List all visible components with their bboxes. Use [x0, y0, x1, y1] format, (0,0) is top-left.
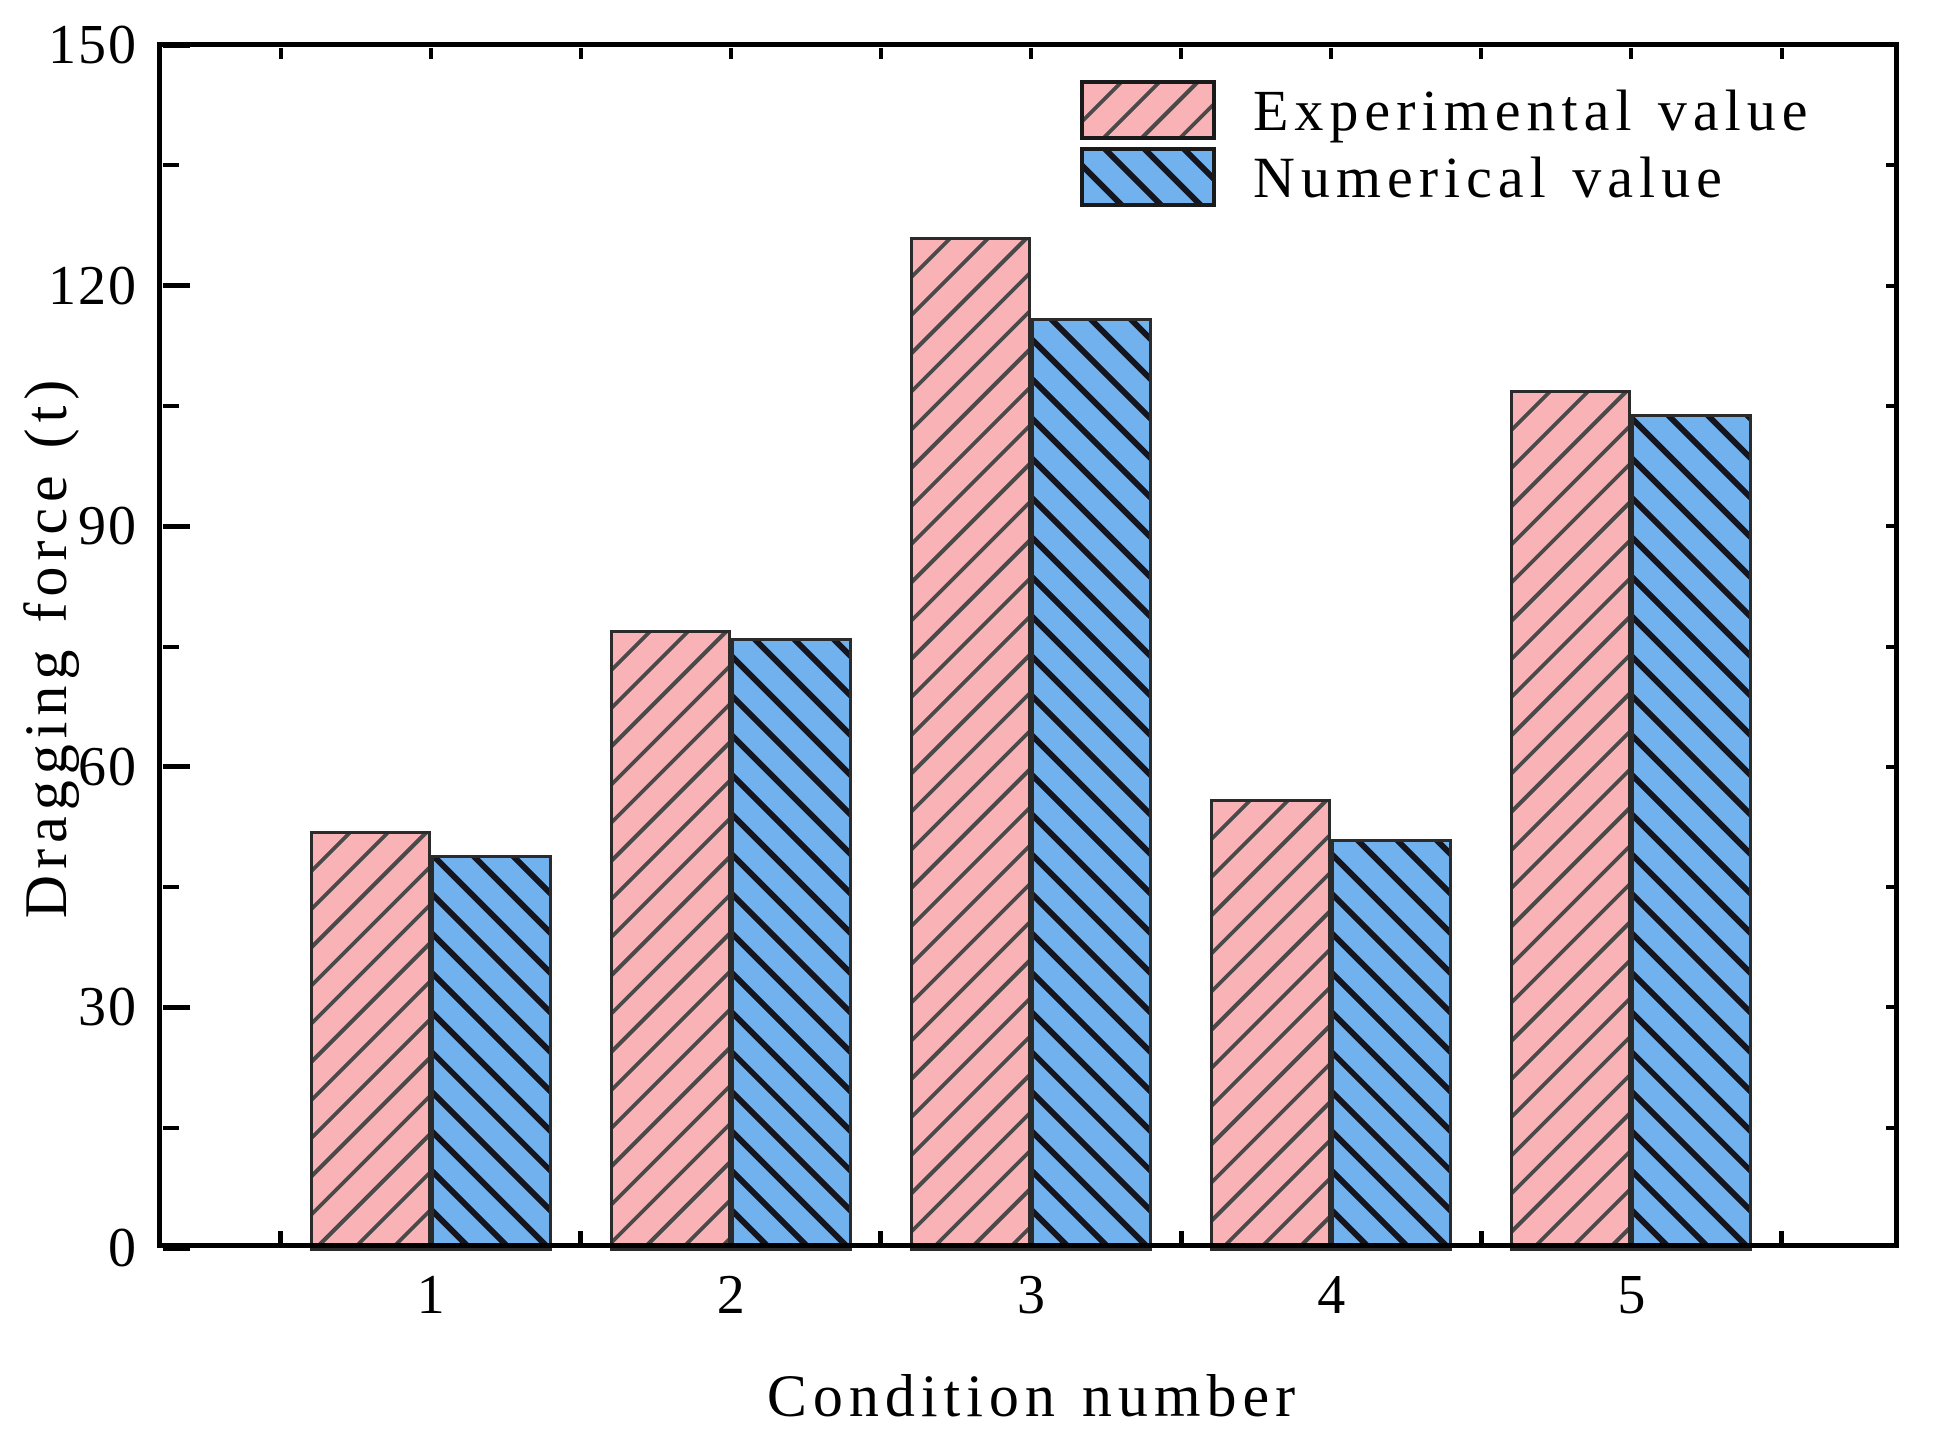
legend-label-experimental: Experimental value — [1253, 78, 1814, 143]
top-tick — [728, 48, 733, 59]
top-tick — [1029, 48, 1033, 59]
top-tick — [1179, 48, 1184, 59]
right-tick — [1886, 885, 1899, 890]
legend-label-numerical: Numerical value — [1253, 145, 1728, 210]
x-tick — [1779, 1231, 1784, 1246]
y-tick-label: 150 — [48, 14, 138, 76]
y-major-tick — [163, 764, 190, 770]
bar-numerical-c3 — [1031, 317, 1152, 1251]
bar-numerical-c1 — [430, 855, 552, 1251]
x-tick — [1478, 1231, 1484, 1246]
y-major-tick — [163, 523, 190, 529]
bar-numerical-c5 — [1631, 413, 1753, 1251]
bar-experimental-c2 — [609, 630, 731, 1251]
bar-experimental-c3 — [910, 237, 1031, 1251]
right-tick — [1886, 163, 1899, 168]
bar-experimental-c1 — [309, 830, 431, 1251]
y-tick-label: 0 — [108, 1217, 138, 1279]
bar-experimental-c4 — [1210, 798, 1332, 1251]
y-major-tick — [163, 1004, 190, 1010]
top-tick — [878, 48, 883, 59]
bar-numerical-c2 — [730, 638, 852, 1251]
y-minor-tick — [163, 403, 179, 408]
top-tick — [578, 48, 583, 59]
y-major-tick — [163, 1245, 190, 1251]
y-minor-tick — [163, 163, 179, 168]
y-tick-label: 120 — [48, 254, 138, 317]
right-tick — [1886, 644, 1899, 649]
y-minor-tick — [163, 644, 179, 649]
x-axis-title: Condition number — [766, 1363, 1302, 1429]
x-tick — [278, 1231, 283, 1246]
x-tick — [578, 1231, 584, 1246]
x-tick — [1178, 1231, 1184, 1246]
legend-swatch-numerical-icon — [1080, 147, 1216, 207]
legend-swatch-experimental-icon — [1080, 80, 1216, 140]
x-tick-label: 5 — [1617, 1264, 1646, 1326]
y-tick-label: 30 — [78, 976, 138, 1039]
x-tick-label: 4 — [1317, 1264, 1346, 1326]
y-axis-title: Dragging force (t) — [13, 373, 79, 919]
y-tick-label: 60 — [78, 735, 138, 798]
x-tick-label: 2 — [716, 1264, 745, 1326]
bar-experimental-c5 — [1510, 389, 1632, 1251]
right-tick — [1886, 403, 1899, 408]
top-tick — [428, 48, 433, 59]
x-tick-label: 3 — [1017, 1264, 1045, 1326]
top-tick — [1629, 48, 1634, 59]
top-tick — [1329, 48, 1334, 59]
y-minor-tick — [163, 1125, 179, 1130]
top-tick — [1779, 48, 1784, 59]
right-tick — [1886, 524, 1899, 529]
right-tick — [1886, 1125, 1899, 1130]
right-tick — [1886, 764, 1899, 769]
x-tick — [878, 1231, 884, 1246]
bar-numerical-c4 — [1331, 838, 1453, 1251]
y-tick-label: 90 — [78, 495, 138, 558]
x-tick-label: 1 — [416, 1264, 445, 1326]
top-tick — [1479, 48, 1484, 59]
right-tick — [1886, 1005, 1899, 1010]
y-major-tick — [163, 283, 190, 289]
right-tick — [1886, 283, 1899, 288]
y-minor-tick — [163, 885, 179, 890]
top-tick — [278, 48, 283, 59]
